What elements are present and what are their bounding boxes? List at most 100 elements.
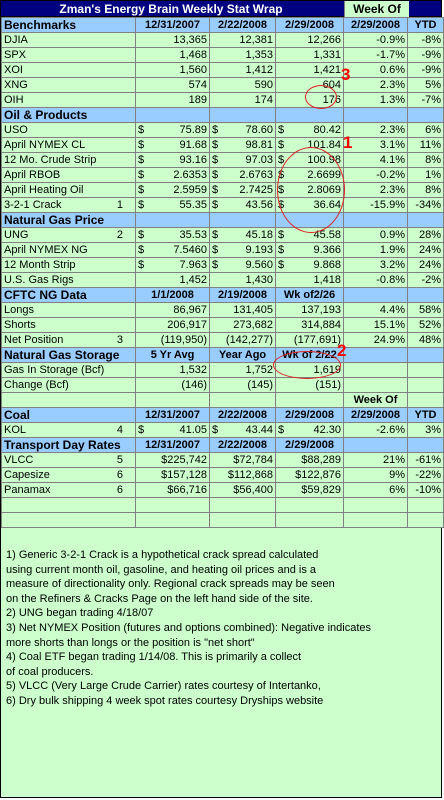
row-name: VLCC [4,454,34,466]
table-row: U.S. Gas Rigs 1,452 1,430 1,418 -0.8% -2% [1,272,444,288]
footnote-ref [123,49,133,61]
footnote-ref [123,34,133,46]
row-label: OIH [1,92,136,108]
table-row: April RBOB $2.6353 $2.6763 $2.6699 -0.2% 1% [1,167,444,183]
value-cell: (177,691) [275,332,344,348]
coal-header-col-1: 12/31/2007 [135,407,210,423]
blank-cell [407,497,444,513]
value: 80.42 [313,124,341,136]
ytd-change: 5% [407,77,444,93]
value: 9.868 [313,259,341,271]
value: 98.81 [245,139,273,151]
benchmarks-header-col-2: 2/22/2008 [209,17,276,33]
value-cell: $59,829 [275,482,344,498]
footnote-ref [123,154,133,166]
value-cell: (119,950) [135,332,210,348]
row-name: DJIA [4,34,28,46]
natgas-header-col-4 [343,212,408,228]
value-cell: 1,412 [209,62,276,78]
currency-sign: $ [138,199,145,211]
ytd-change: -22% [407,467,444,483]
coal-header-col-2: 2/22/2008 [209,407,276,423]
currency-sign: $ [278,244,285,256]
week-change [343,377,408,393]
footnote-ref [123,124,133,136]
currency-sign: $ [212,169,219,181]
spacer-cell [407,392,444,408]
week-change: 4.4% [343,302,408,318]
row-name: 12 Month Strip [4,259,76,271]
value-cell: $9.868 [275,257,344,273]
row-label: USO [1,122,136,138]
value-cell: $2.6353 [135,167,210,183]
table-row: Capesize 6 $157,128 $112,868 $122,876 9% -22% [1,467,444,483]
cftc-header: CFTC NG Data 1/1/2008 2/19/2008 Wk of2/26 [1,287,444,303]
value-cell: $66,716 [135,482,210,498]
currency-sign: $ [278,154,285,166]
value-cell: 314,884 [275,317,344,333]
spacer-cell [275,392,344,408]
footnote-ref: 2 [116,229,123,241]
oil-header-col-3 [275,107,344,123]
value-cell: 574 [135,77,210,93]
row-label: Capesize 6 [1,467,136,483]
table-row: 12 Mo. Crude Strip $93.16 $97.03 $100.98 4.1… [1,152,444,168]
value: 2.5959 [173,184,207,196]
spacer-cell [1,392,136,408]
footnote-line: of coal producers. [6,665,94,678]
currency-sign: $ [138,139,145,151]
ytd-change: -7% [407,92,444,108]
week-change: 1.9% [343,242,408,258]
row-label: 12 Month Strip [1,257,136,273]
currency-sign: $ [212,139,219,151]
value-cell: $43.44 [209,422,276,438]
footnote-line: 5) VLCC (Very Large Crude Carrier) rates… [6,680,321,693]
row-name: 3-2-1 Crack [4,199,62,211]
table-row: Change (Bcf) (146) (145) (151) [1,377,444,393]
value: 45.18 [245,229,273,241]
stats-table: Benchmarks 12/31/2007 2/22/2008 2/29/2008 2/… [1,17,444,528]
footnote-ref [123,319,133,331]
ytd-change: 3% [407,422,444,438]
spacer-cell [209,392,276,408]
value-cell: $157,128 [135,467,210,483]
week-change: -0.8% [343,272,408,288]
value-cell: 1,353 [209,47,276,63]
table-row: DJIA 13,365 12,381 12,266 -0.9% -8% [1,32,444,48]
benchmarks-header-col-3: 2/29/2008 [275,17,344,33]
value: 43.44 [245,424,273,436]
table-row: SPX 1,468 1,353 1,331 -1.7% -9% [1,47,444,63]
value-cell: 189 [135,92,210,108]
value: 2.6763 [239,169,273,181]
row-label: Change (Bcf) [1,377,136,393]
row-name: XOI [4,64,23,76]
benchmarks-header-col-4: 2/29/2008 [343,17,408,33]
value-cell: $98.81 [209,137,276,153]
row-name: Longs [4,304,34,316]
value-cell: $122,876 [275,467,344,483]
currency-sign: $ [212,199,219,211]
footnote-ref [123,304,133,316]
coal-header: Coal 12/31/2007 2/22/2008 2/29/2008 2/29/200… [1,407,444,423]
row-label: 3-2-1 Crack 1 [1,197,136,213]
footnote-line: 1) Generic 3-2-1 Crack is a hypothetical… [6,549,319,561]
value-cell: $91.68 [135,137,210,153]
currency-sign: $ [278,229,285,241]
blank-cell [209,497,276,513]
natgas-header: Natural Gas Price [1,212,444,228]
value: 97.03 [245,154,273,166]
table-row: April Heating Oil $2.5959 $2.7425 $2.8069 2.… [1,182,444,198]
value-cell: $9.193 [209,242,276,258]
currency-sign: $ [212,259,219,271]
transport-header-col-3: 2/29/2008 [275,437,344,453]
value-cell: 13,365 [135,32,210,48]
value: 41.05 [179,424,207,436]
blank-cell [343,512,408,528]
table-row: UNG 2 $35.53 $45.18 $45.58 0.9% 28% [1,227,444,243]
value-cell: $97.03 [209,152,276,168]
footnote-line: 2) UNG began trading 4/18/07 [6,607,154,620]
week-change: -15.9% [343,197,408,213]
table-row: VLCC 5 $225,742 $72,784 $88,289 21% -61% [1,452,444,468]
value-cell: $101.84 [275,137,344,153]
week-change: 6% [343,482,408,498]
